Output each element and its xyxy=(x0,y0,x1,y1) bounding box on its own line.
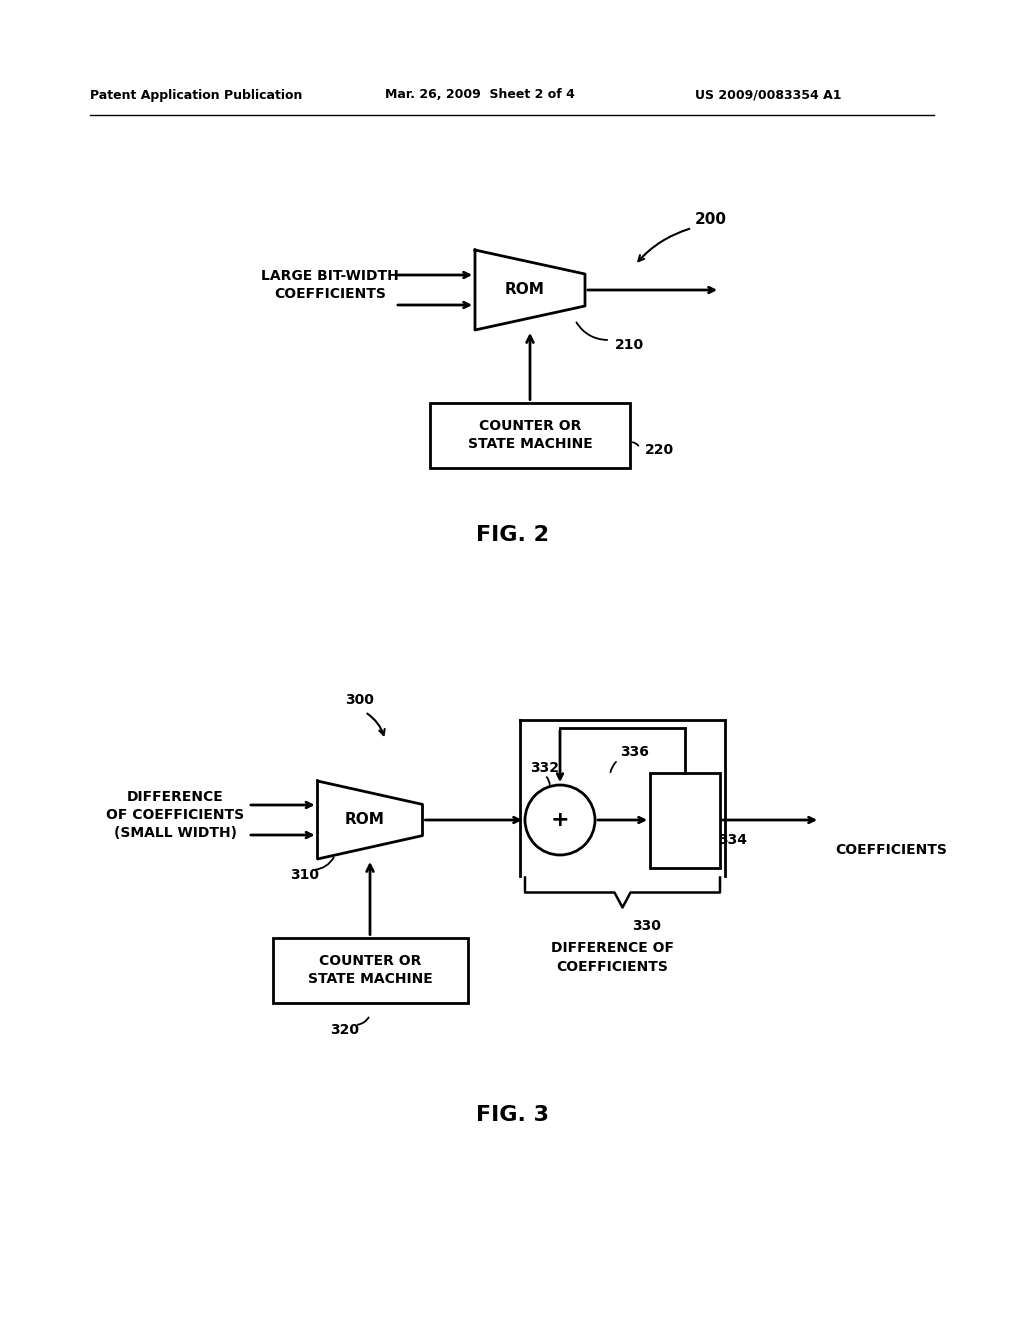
Text: COEFFICIENTS: COEFFICIENTS xyxy=(835,843,947,857)
FancyBboxPatch shape xyxy=(430,403,630,467)
Circle shape xyxy=(525,785,595,855)
Polygon shape xyxy=(317,781,423,859)
Text: 300: 300 xyxy=(345,693,374,708)
FancyArrowPatch shape xyxy=(368,714,385,735)
FancyArrowPatch shape xyxy=(357,1018,369,1024)
Text: ROM: ROM xyxy=(345,813,385,828)
Text: 320: 320 xyxy=(330,1023,359,1038)
Text: 220: 220 xyxy=(645,444,674,457)
Text: FIG. 2: FIG. 2 xyxy=(475,525,549,545)
Text: US 2009/0083354 A1: US 2009/0083354 A1 xyxy=(695,88,842,102)
Text: 332: 332 xyxy=(530,762,559,775)
Text: 334: 334 xyxy=(718,833,746,847)
FancyArrowPatch shape xyxy=(314,858,334,870)
Text: +: + xyxy=(551,810,569,830)
FancyArrowPatch shape xyxy=(577,322,607,341)
Text: 336: 336 xyxy=(620,744,649,759)
Text: LARGE BIT-WIDTH
COEFFICIENTS: LARGE BIT-WIDTH COEFFICIENTS xyxy=(261,269,399,301)
FancyBboxPatch shape xyxy=(272,937,468,1002)
Text: DIFFERENCE OF
COEFFICIENTS: DIFFERENCE OF COEFFICIENTS xyxy=(551,941,674,974)
FancyArrowPatch shape xyxy=(610,762,616,772)
Text: 200: 200 xyxy=(695,213,727,227)
FancyArrowPatch shape xyxy=(638,228,689,261)
Text: Mar. 26, 2009  Sheet 2 of 4: Mar. 26, 2009 Sheet 2 of 4 xyxy=(385,88,574,102)
Text: COUNTER OR
STATE MACHINE: COUNTER OR STATE MACHINE xyxy=(307,954,432,986)
FancyBboxPatch shape xyxy=(650,772,720,867)
Polygon shape xyxy=(475,249,585,330)
Text: DIFFERENCE
OF COEFFICIENTS
(SMALL WIDTH): DIFFERENCE OF COEFFICIENTS (SMALL WIDTH) xyxy=(105,789,244,841)
Text: COUNTER OR
STATE MACHINE: COUNTER OR STATE MACHINE xyxy=(468,418,592,451)
Text: 210: 210 xyxy=(615,338,644,352)
FancyArrowPatch shape xyxy=(547,777,550,784)
Text: 310: 310 xyxy=(290,869,319,882)
Text: FIG. 3: FIG. 3 xyxy=(475,1105,549,1125)
Text: 330: 330 xyxy=(633,919,662,932)
FancyArrowPatch shape xyxy=(633,442,638,446)
Text: Patent Application Publication: Patent Application Publication xyxy=(90,88,302,102)
Text: ROM: ROM xyxy=(505,282,545,297)
